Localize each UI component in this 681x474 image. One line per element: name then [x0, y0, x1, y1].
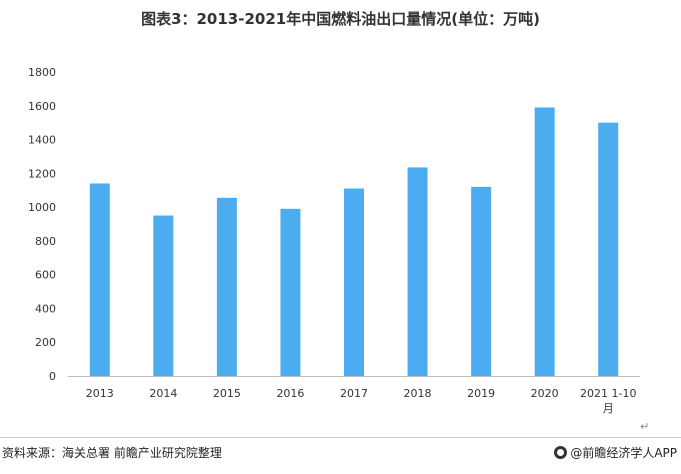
return-mark: ↵: [640, 420, 650, 433]
brand-text: @前瞻经济学人APP: [570, 446, 677, 460]
brand-logo-icon: [554, 446, 568, 459]
y-tick-label: 1600: [28, 100, 56, 113]
x-tick-label: 2015: [213, 387, 241, 400]
y-tick-label: 600: [35, 269, 56, 282]
footer-divider: [0, 437, 681, 438]
y-tick-label: 1800: [28, 66, 56, 79]
x-tick-label: 2014: [149, 387, 177, 400]
bar: [280, 208, 301, 376]
bar: [598, 122, 619, 377]
bar: [344, 188, 364, 376]
bars: [89, 107, 619, 377]
chart-title: 图表3：2013-2021年中国燃料油出口量情况(单位：万吨): [141, 10, 540, 28]
y-tick-label: 1200: [28, 167, 56, 180]
y-tick-label: 400: [35, 302, 56, 315]
x-tick-label: 2019: [467, 387, 495, 400]
y-tick-label: 1400: [28, 134, 56, 147]
y-tick-label: 1000: [28, 201, 56, 214]
source-note: 资料来源：海关总署 前瞻产业研究院整理: [2, 446, 222, 460]
y-tick-label: 0: [49, 370, 56, 383]
y-tick-label: 200: [35, 336, 56, 349]
bar: [471, 186, 492, 376]
bar: [534, 107, 555, 376]
x-tick-label: 2020: [531, 387, 559, 400]
x-tick-label: 2013: [86, 387, 114, 400]
y-tick-label: 800: [35, 235, 56, 248]
x-tick-label: 2017: [340, 387, 368, 400]
bar: [216, 197, 237, 376]
bar: [89, 183, 110, 376]
y-axis: 0 200 400 600 800 1000 1200 1400 1600 1800: [28, 66, 56, 383]
bar: [407, 167, 428, 376]
bar: [153, 215, 174, 376]
x-axis: 2013 2014 2015 2016 2017 2018 2019 2020 2021 1-1…: [68, 376, 640, 415]
x-tick-label: 2016: [276, 387, 304, 400]
x-tick-label: 2018: [404, 387, 432, 400]
brand-credit: @前瞻经济学人APP: [554, 444, 677, 461]
x-tick-label: 月: [603, 402, 614, 415]
x-tick-label: 2021 1-10: [580, 387, 636, 400]
